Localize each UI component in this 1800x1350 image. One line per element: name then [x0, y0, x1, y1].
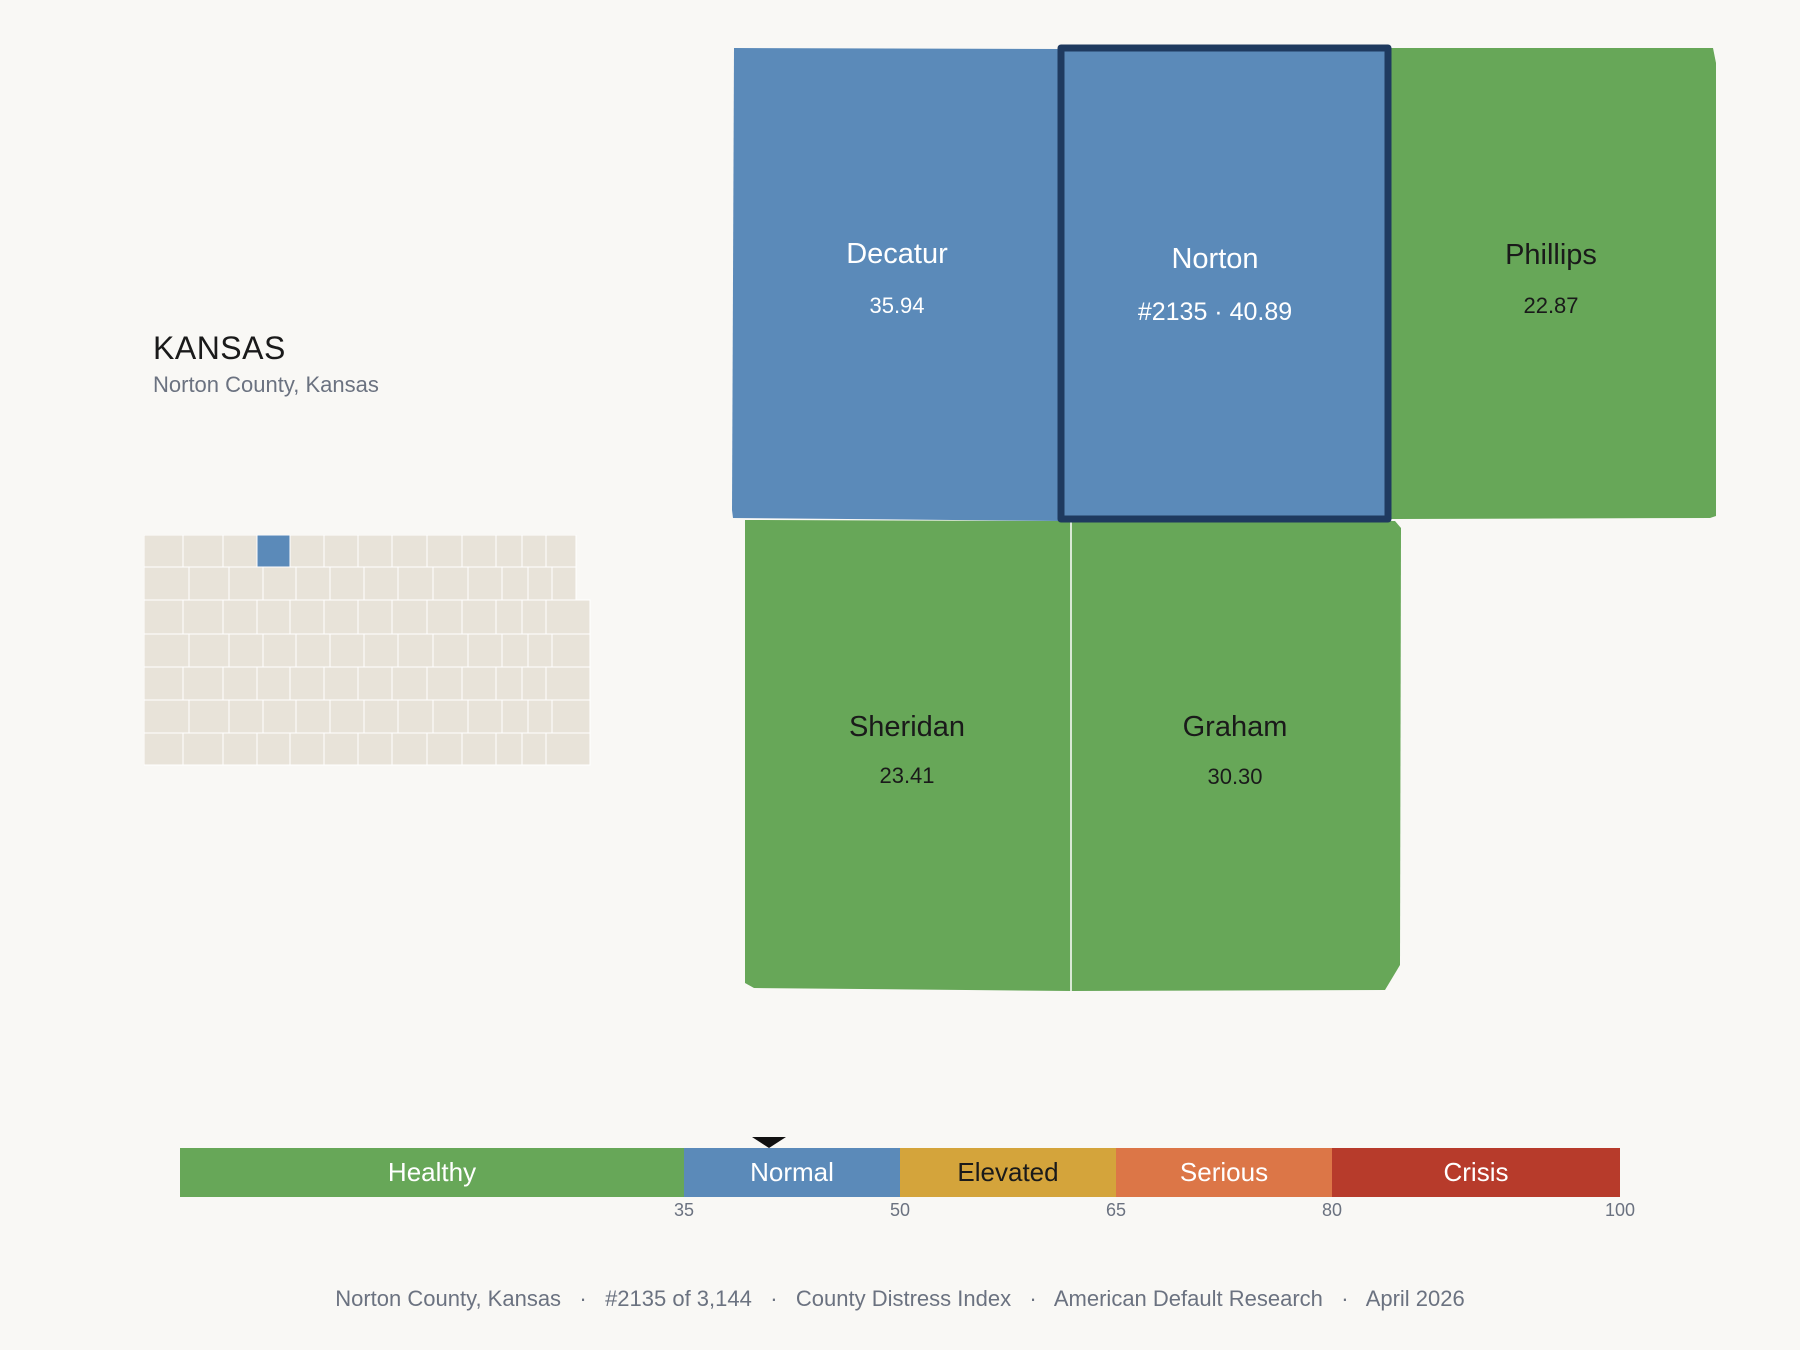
locator-county-cell	[144, 535, 184, 568]
footer-caption: Norton County, Kansas · #2135 of 3,144 ·…	[0, 1286, 1800, 1312]
state-title: KANSAS	[153, 330, 286, 366]
locator-county-cell	[521, 666, 547, 701]
locator-county-cell	[551, 633, 591, 668]
locator-county-cell	[545, 666, 591, 701]
footer-separator: ·	[1322, 1286, 1366, 1311]
locator-county-cell	[182, 599, 224, 635]
locator-county-cell	[391, 732, 428, 766]
locator-county-cell	[289, 599, 325, 635]
footer-item: April 2026	[1365, 1286, 1465, 1311]
locator-county-cell	[397, 699, 434, 734]
kansas-locator-map	[144, 535, 591, 766]
locator-county-cell	[426, 732, 463, 766]
county-phillips[interactable]: Phillips 22.87	[1388, 48, 1716, 519]
locator-county-cell	[323, 732, 359, 766]
locator-county-cell	[144, 599, 184, 635]
norton-locator-highlight	[256, 535, 291, 568]
locator-county-cell	[262, 699, 297, 734]
locator-county-cell	[222, 599, 258, 635]
county-name-norton: Norton	[1171, 243, 1258, 275]
current-value-marker	[751, 1137, 786, 1148]
locator-county-cell	[357, 666, 393, 701]
scale-segment-crisis: Crisis	[1332, 1148, 1620, 1197]
scale-segment-healthy: Healthy	[180, 1148, 684, 1197]
locator-county-cell	[228, 699, 264, 734]
locator-county-cell	[144, 699, 190, 734]
locator-county-cell	[501, 699, 529, 734]
locator-county-cell	[545, 732, 591, 766]
scale-tick-label: 80	[1321, 1200, 1343, 1220]
locator-county-cell	[329, 566, 365, 601]
footer-separator: ·	[561, 1286, 606, 1311]
distress-scale: Healthy Normal Elevated Serious Crisis 35 50 65…	[180, 1130, 1635, 1230]
scale-tick-label: 65	[1105, 1200, 1127, 1220]
scale-segment-normal: Normal	[684, 1148, 900, 1197]
footer-item: #2135 of 3,144	[605, 1286, 752, 1311]
locator-county-cell	[397, 633, 434, 668]
locator-county-cell	[222, 732, 258, 766]
footer-item: County Distress Index	[795, 1286, 1012, 1311]
locator-county-cell	[501, 566, 529, 601]
footer-separator: ·	[1011, 1286, 1054, 1311]
locator-county-cell	[521, 732, 547, 766]
locator-county-cell	[289, 732, 325, 766]
locator-county-cell	[256, 599, 291, 635]
locator-county-cell	[426, 599, 463, 635]
locator-county-cell	[182, 732, 224, 766]
locator-county-cell	[467, 699, 503, 734]
scale-tick-label: 50	[889, 1200, 911, 1220]
locator-county-cell	[426, 666, 463, 701]
footer-item: American Default Research	[1053, 1286, 1323, 1311]
county-name-phillips: Phillips	[1505, 239, 1597, 271]
locator-county-cell	[144, 732, 184, 766]
county-norton-selected[interactable]: Norton #2135 · 40.89	[1057, 44, 1392, 523]
locator-county-cell	[495, 732, 523, 766]
county-name-graham: Graham	[1183, 711, 1288, 743]
county-graham[interactable]: Graham 30.30	[1071, 521, 1401, 991]
locator-county-cell	[461, 732, 497, 766]
scale-tick-label: 100	[1604, 1200, 1636, 1220]
county-value-graham: 30.30	[1207, 764, 1262, 789]
scale-segment-serious: Serious	[1116, 1148, 1332, 1197]
county-value-norton: #2135 · 40.89	[1138, 298, 1292, 326]
county-name-sheridan: Sheridan	[849, 711, 965, 743]
locator-county-cell	[545, 599, 591, 635]
locator-county-cell	[144, 566, 190, 601]
locator-county-cell	[295, 699, 331, 734]
locator-county-cell	[295, 566, 331, 601]
locator-county-cell	[144, 666, 184, 701]
locator-county-cell	[467, 633, 503, 668]
footer-item: Norton County, Kansas	[335, 1286, 562, 1311]
locator-county-cell	[256, 666, 291, 701]
county-value-sheridan: 23.41	[879, 763, 934, 788]
locator-county-cell	[222, 666, 258, 701]
county-value-phillips: 22.87	[1523, 293, 1578, 318]
locator-county-cell	[188, 566, 230, 601]
county-subtitle: Norton County, Kansas	[153, 372, 379, 397]
county-sheridan[interactable]: Sheridan 23.41	[745, 520, 1071, 991]
scale-segment-elevated: Elevated	[900, 1148, 1116, 1197]
locator-county-cell	[182, 666, 224, 701]
county-decatur[interactable]: Decatur 35.94	[732, 48, 1061, 521]
locator-county-cell	[256, 732, 291, 766]
locator-county-cell	[432, 633, 469, 668]
scale-tick-label: 35	[673, 1200, 695, 1220]
county-value-decatur: 35.94	[869, 293, 924, 318]
footer-separator: ·	[751, 1286, 796, 1311]
county-name-decatur: Decatur	[846, 238, 948, 270]
locator-county-cell	[551, 566, 577, 601]
